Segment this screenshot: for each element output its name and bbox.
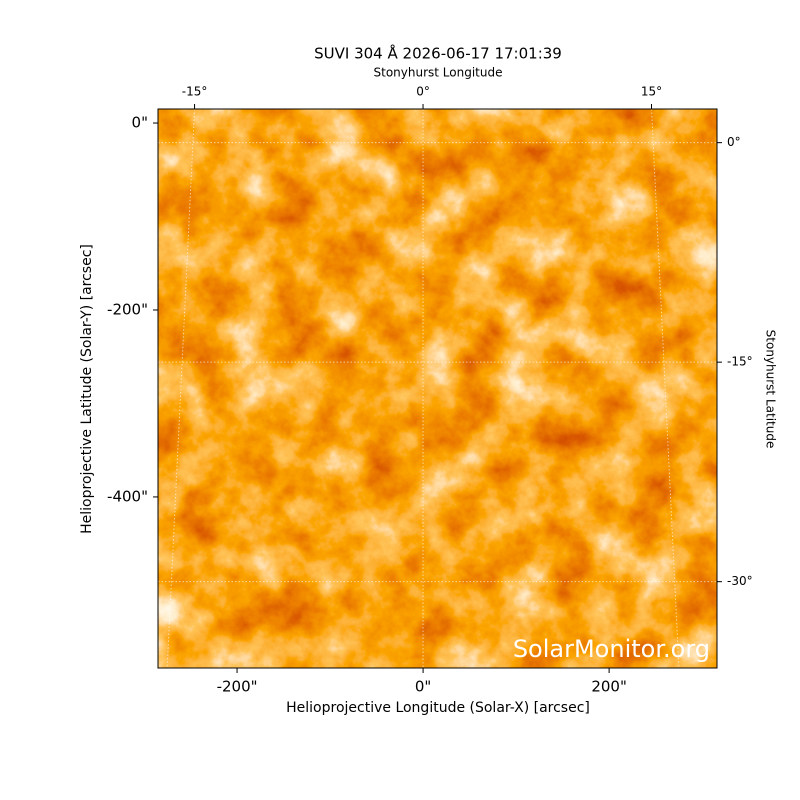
right-tick-label: -15° — [727, 355, 753, 369]
x-tick-label: -200" — [217, 678, 258, 696]
chart-title: SUVI 304 Å 2026-06-17 17:01:39 — [314, 44, 562, 63]
x-tick-label: 200" — [591, 678, 627, 696]
y-axis-label: Helioprojective Latitude (Solar-Y) [arcs… — [79, 244, 95, 534]
x-axis-label: Helioprojective Longitude (Solar-X) [arc… — [286, 700, 590, 716]
top-tick-label: -15° — [182, 85, 208, 99]
x-tick-label: 0" — [415, 678, 431, 696]
y-tick-label: -400" — [107, 487, 148, 505]
right-axis-label: Stonyhurst Latitude — [764, 330, 778, 449]
y-tick-label: 0" — [132, 114, 148, 132]
right-tick-label: 0° — [727, 135, 741, 149]
grid-line — [166, 109, 196, 668]
grid-line — [651, 109, 680, 668]
right-tick-label: -30° — [727, 574, 753, 588]
plot-frame — [157, 108, 718, 669]
y-tick-label: -200" — [107, 300, 148, 318]
watermark: SolarMonitor.org — [513, 635, 710, 663]
solar-image — [158, 109, 717, 668]
top-tick-label: 15° — [641, 85, 662, 99]
top-axis-label: Stonyhurst Longitude — [374, 66, 503, 80]
top-tick-label: 0° — [416, 85, 430, 99]
